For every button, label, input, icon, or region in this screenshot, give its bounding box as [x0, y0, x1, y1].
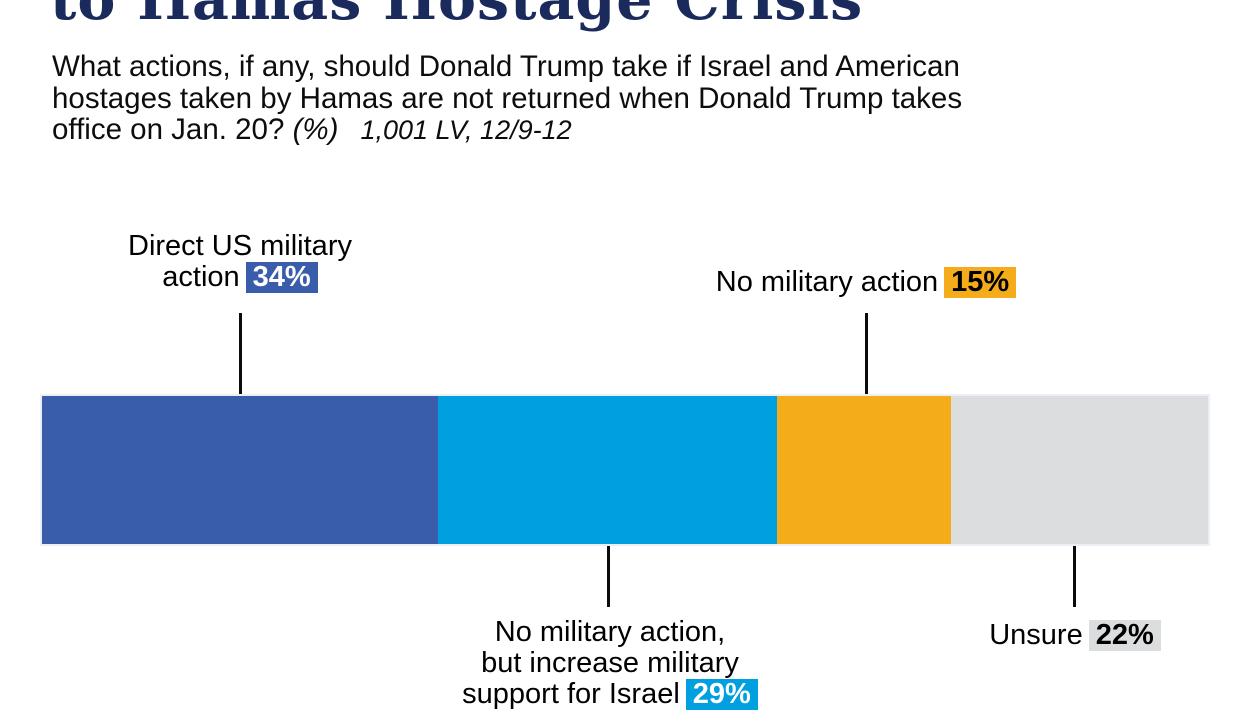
bar-segment-4: [951, 396, 1208, 544]
leader-line-unsure: [1073, 544, 1076, 607]
leader-line-no-action: [865, 313, 868, 396]
unit-note: (%): [292, 113, 339, 146]
value-badge-no-action: 15%: [944, 267, 1017, 298]
callout-increase-support: No military action, but increase militar…: [430, 617, 790, 710]
question-line-3: office on Jan. 20? (%) 1,001 LV, 12/9-12: [52, 113, 572, 146]
callout-unsure: Unsure 22%: [935, 620, 1215, 651]
poll-question: What actions, if any, should Donald Trum…: [52, 51, 1192, 147]
question-line-2: hostages taken by Hamas are not returned…: [52, 81, 963, 115]
headline-clip: to Hamas Hostage Crisis: [50, 0, 1050, 36]
callout-support-line1: No military action,: [494, 616, 726, 648]
callout-direct-line2: action 34%: [60, 262, 420, 293]
callout-direct-line1: Direct US military: [128, 230, 352, 262]
value-badge-support: 29%: [685, 679, 758, 710]
callout-unsure-label: Unsure: [989, 619, 1083, 651]
leader-line-direct: [239, 313, 242, 396]
bar-segment-3: [776, 396, 952, 544]
stacked-bar: [40, 394, 1210, 546]
value-badge-direct: 34%: [245, 262, 318, 293]
callout-support-line3: support for Israel 29%: [430, 679, 790, 710]
question-line-1: What actions, if any, should Donald Trum…: [52, 50, 960, 83]
callout-support-line2: but increase military: [481, 647, 739, 679]
leader-line-support: [607, 544, 610, 607]
sample-note: 1,001 LV, 12/9-12: [360, 115, 572, 145]
callout-no-military-action: No military action 15%: [666, 267, 1066, 298]
callout-no-action-label: No military action: [715, 266, 939, 298]
bar-segment-2: [438, 396, 777, 544]
headline: to Hamas Hostage Crisis: [50, 0, 1050, 28]
value-badge-unsure: 22%: [1088, 620, 1161, 651]
bar-segment-1: [42, 396, 439, 544]
callout-direct-military-action: Direct US military action 34%: [60, 231, 420, 293]
